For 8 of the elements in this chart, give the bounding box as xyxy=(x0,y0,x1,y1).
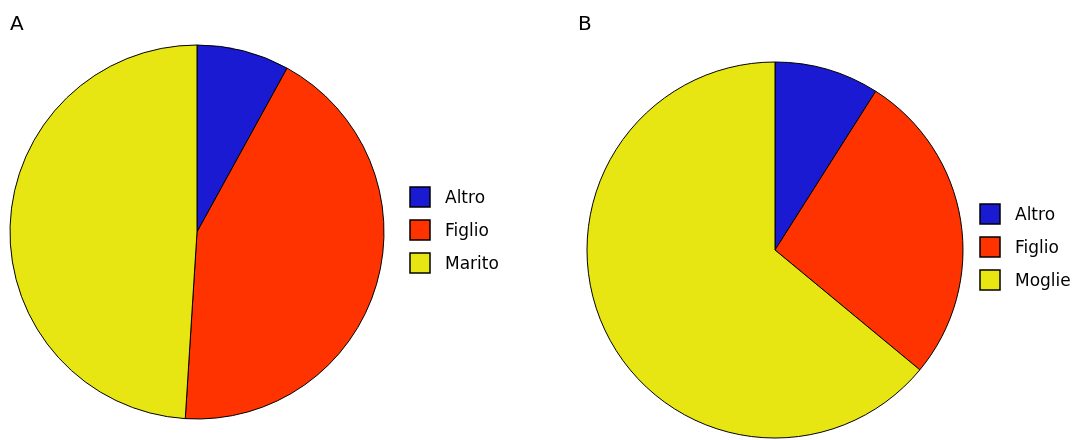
chart-title: B xyxy=(578,11,592,35)
legend-label: Moglie xyxy=(1015,270,1071,290)
legend-label: Figlio xyxy=(445,220,489,240)
legend-label: Marito xyxy=(445,253,499,273)
chart-title: A xyxy=(10,11,24,35)
legend-label: Altro xyxy=(445,187,486,207)
legend-label: Figlio xyxy=(1015,237,1059,257)
legend-label: Altro xyxy=(1015,204,1056,224)
